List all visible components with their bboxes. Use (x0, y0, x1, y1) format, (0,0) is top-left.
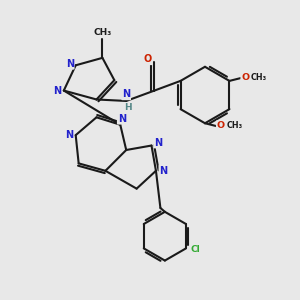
Text: CH₃: CH₃ (93, 28, 112, 37)
Text: N: N (53, 85, 61, 96)
Text: H: H (124, 103, 131, 112)
Text: CH₃: CH₃ (251, 73, 267, 82)
Text: N: N (65, 130, 73, 140)
Text: O: O (217, 121, 225, 130)
Text: N: N (118, 114, 126, 124)
Text: CH₃: CH₃ (226, 121, 243, 130)
Text: N: N (159, 166, 167, 176)
Text: N: N (66, 59, 74, 69)
Text: N: N (154, 138, 162, 148)
Text: Cl: Cl (190, 245, 200, 254)
Text: O: O (241, 73, 249, 82)
Text: N: N (122, 89, 130, 99)
Text: O: O (144, 54, 152, 64)
